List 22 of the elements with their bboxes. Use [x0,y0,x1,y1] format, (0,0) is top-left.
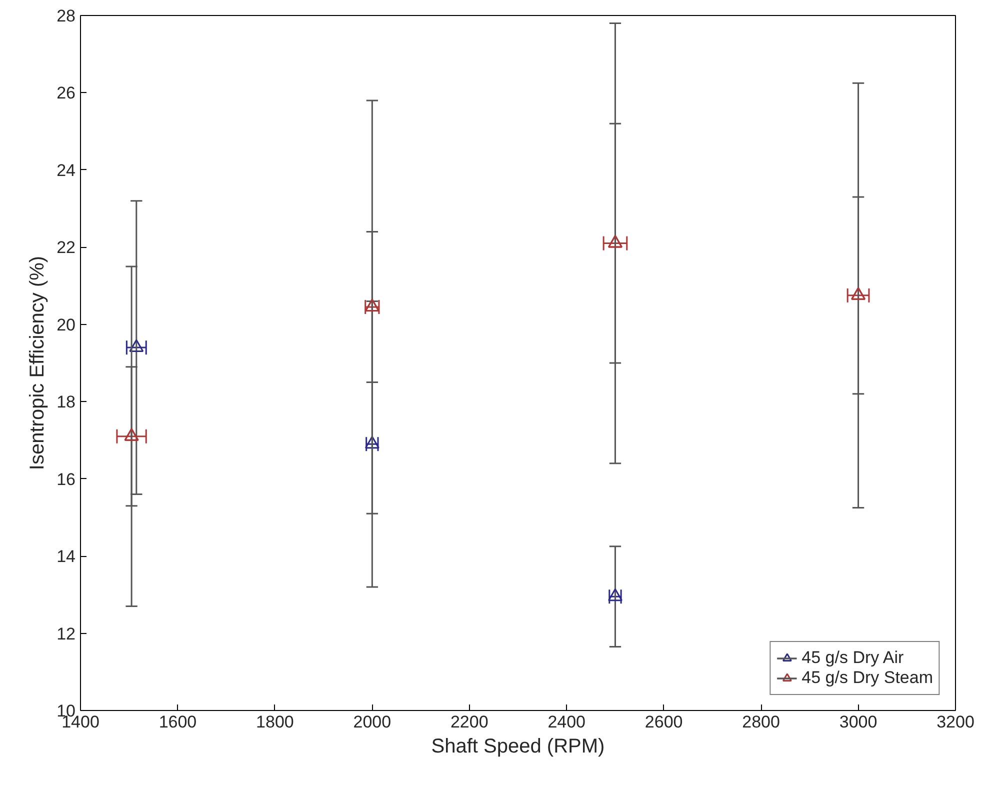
y-tick-label: 28 [56,6,76,26]
y-tick-label: 20 [56,315,76,334]
x-tick-label: 3200 [936,712,974,732]
y-tick-label: 24 [56,160,76,180]
x-axis-title: Shaft Speed (RPM) [431,736,605,758]
x-tick-label: 1600 [158,712,197,732]
x-tick-label: 2600 [644,712,683,732]
y-tick-label: 16 [56,470,76,489]
x-tick-label: 2200 [450,712,488,732]
y-tick-label: 22 [56,238,76,258]
x-tick-label: 1800 [256,712,294,732]
y-tick-label: 14 [56,547,76,566]
x-tick-label: 2800 [742,712,780,732]
x-tick-label: 3000 [839,712,878,732]
y-tick-label: 18 [56,392,76,412]
y-tick-label: 26 [56,84,76,103]
y-axis-title: Isentropic Efficiency (%) [26,256,49,470]
x-tick-label: 2400 [548,712,586,732]
x-tick-label: 2000 [353,712,392,732]
y-tick-label: 12 [56,624,76,644]
legend-label: 45 g/s Dry Air [802,648,904,668]
legend-label: 45 g/s Dry Steam [802,668,933,688]
